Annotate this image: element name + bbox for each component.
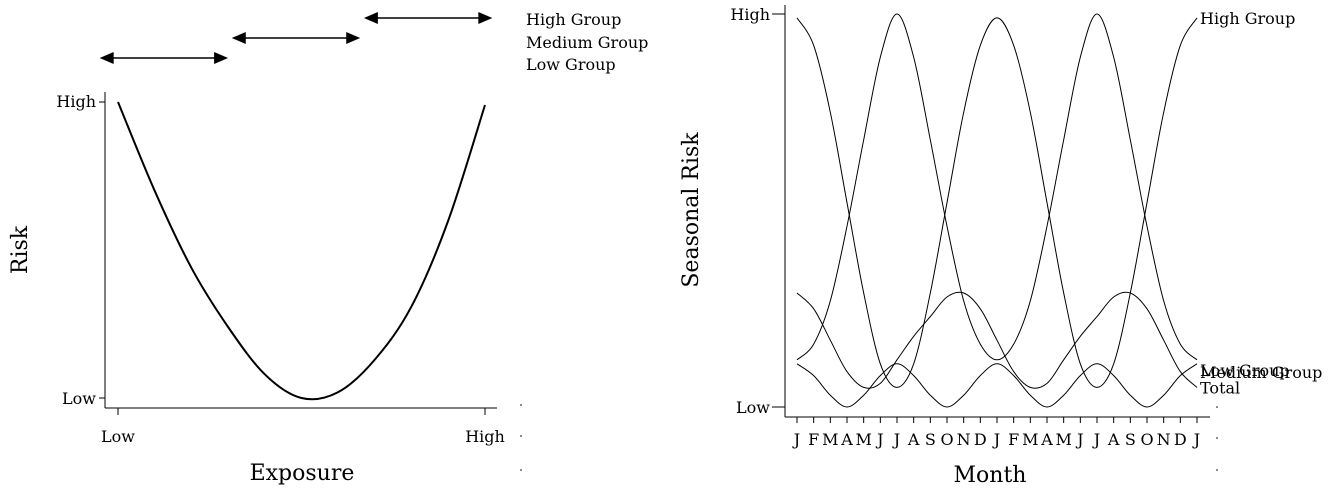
month-tick-label: M (1055, 430, 1071, 449)
seasonal-series (796, 13, 1198, 408)
month-tick-label: O (940, 430, 953, 449)
month-tick-label: A (1040, 430, 1053, 449)
month-tick-label: J (792, 430, 800, 449)
series-line-total (796, 291, 1198, 389)
right-y-tick-label-low: Low (736, 398, 770, 417)
month-tick-label: F (1008, 430, 1019, 449)
month-tick-label: D (974, 430, 987, 449)
right-y-tick-label-high: High (730, 5, 770, 24)
legend-label-low-group: Low Group (526, 55, 616, 74)
series-line-medium-group (796, 363, 1198, 408)
month-tick-label: M (855, 430, 871, 449)
right-y-axis-title: Seasonal Risk (679, 132, 704, 288)
month-tick-label: J (1075, 430, 1083, 449)
left-x-tick-label-high: High (465, 427, 505, 446)
left-y-tick-label-low: Low (62, 389, 96, 408)
left-x-tick-label-low: Low (101, 427, 135, 446)
exposure-risk-chart: High Low Low High Exposure Risk High Gro… (8, 10, 648, 486)
month-tick-label: J (1092, 430, 1100, 449)
month-tick-label: N (1157, 430, 1171, 449)
legend-label-medium-group: Medium Group (526, 33, 648, 52)
series-label-medium-group: Medium Group (1200, 363, 1322, 382)
left-x-axis-title: Exposure (250, 461, 355, 486)
month-tick-label: M (1022, 430, 1038, 449)
month-tick-label: M (822, 430, 838, 449)
month-tick-label: S (1125, 430, 1136, 449)
left-y-tick-label-high: High (56, 92, 96, 111)
month-tick-label: A (1107, 430, 1120, 449)
range-arrow-low-group (99, 52, 229, 64)
range-arrow-medium-group (231, 32, 361, 44)
series-label-high-group: High Group (1200, 9, 1295, 28)
series-line-low-group (796, 13, 1198, 361)
month-tick-label: J (875, 430, 883, 449)
month-tick-label: J (992, 430, 1000, 449)
group-range-arrows (99, 12, 493, 64)
series-line-risk (117, 101, 486, 401)
month-tick-label: O (1140, 430, 1153, 449)
series-label-total: Total (1200, 378, 1240, 397)
month-tick-label: J (1192, 430, 1200, 449)
month-tick-label: A (840, 430, 853, 449)
left-y-axis-title: Risk (8, 225, 33, 274)
month-tick-label: A (907, 430, 920, 449)
right-x-axis-title: Month (954, 463, 1027, 488)
range-arrow-high-group (363, 12, 493, 24)
month-tick-label: F (808, 430, 819, 449)
series-label-low-group: Low Group (1200, 361, 1290, 380)
legend-label-high-group: High Group (526, 10, 621, 29)
month-tick-label: S (925, 430, 936, 449)
month-tick-label: D (1174, 430, 1187, 449)
month-tick-label: N (957, 430, 971, 449)
series-line-high-group (796, 17, 1198, 388)
stray-marks (520, 404, 1218, 471)
month-tick-label: J (892, 430, 900, 449)
